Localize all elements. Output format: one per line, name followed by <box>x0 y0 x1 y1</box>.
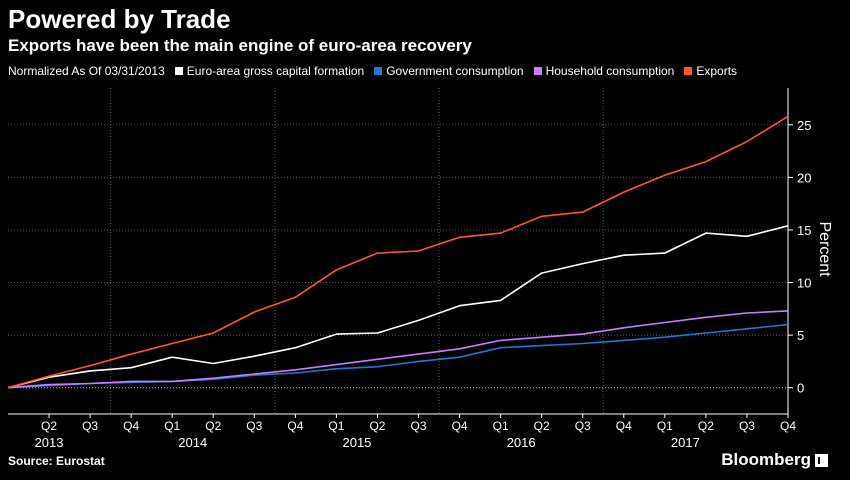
x-quarter-label: Q2 <box>205 419 221 433</box>
x-quarter-label: Q2 <box>369 419 385 433</box>
x-quarter-label: Q2 <box>534 419 550 433</box>
normalization-note: Normalized As Of 03/31/2013 <box>8 64 165 78</box>
legend-item-government-consumption: Government consumption <box>374 64 524 78</box>
x-quarter-label: Q4 <box>780 419 796 433</box>
x-quarter-label: Q3 <box>739 419 755 433</box>
x-quarter-label: Q4 <box>287 419 303 433</box>
legend-item-gross-capital-formation: Euro-area gross capital formation <box>174 64 365 78</box>
legend-item-exports: Exports <box>684 64 737 78</box>
y-tick-label: 0 <box>797 381 804 396</box>
x-year-label: 2014 <box>178 435 207 450</box>
brand-logo: Bloomberg <box>721 450 828 470</box>
bloomberg-terminal-icon <box>815 453 828 467</box>
x-year-label: 2013 <box>35 435 64 450</box>
legend: Normalized As Of 03/31/2013 Euro-area gr… <box>8 64 747 78</box>
x-quarter-label: Q3 <box>411 419 427 433</box>
y-tick-label: 25 <box>797 118 811 133</box>
x-year-label: 2016 <box>507 435 536 450</box>
y-tick-label: 15 <box>797 223 811 238</box>
legend-label: Exports <box>696 64 738 78</box>
x-year-label: 2017 <box>671 435 700 450</box>
series-line-government-consumption <box>7 323 789 389</box>
x-quarter-label: Q4 <box>616 419 632 433</box>
legend-swatch <box>533 67 542 75</box>
series-line-household-consumption <box>7 310 789 389</box>
series-line-euro-area-gross-capital-formation <box>7 225 789 389</box>
brand-name: Bloomberg <box>721 450 811 469</box>
x-year-label: 2015 <box>342 435 371 450</box>
series-line-exports <box>7 115 789 389</box>
y-tick-label: 20 <box>797 170 811 185</box>
legend-label: Household consumption <box>545 64 675 78</box>
x-quarter-label: Q1 <box>493 419 509 433</box>
x-quarter-label: Q4 <box>123 419 139 433</box>
chart-subtitle: Exports have been the main engine of eur… <box>8 36 472 55</box>
x-quarter-label: Q3 <box>82 419 98 433</box>
x-quarter-label: Q4 <box>452 419 468 433</box>
y-axis-title: Percent <box>816 221 833 277</box>
y-tick-label: 10 <box>797 276 811 291</box>
x-quarter-label: Q3 <box>575 419 591 433</box>
x-quarter-label: Q1 <box>164 419 180 433</box>
legend-label: Government consumption <box>386 64 524 78</box>
x-quarter-label: Q1 <box>657 419 673 433</box>
legend-item-household-consumption: Household consumption <box>533 64 675 78</box>
x-quarter-label: Q3 <box>246 419 262 433</box>
x-quarter-label: Q2 <box>698 419 714 433</box>
x-quarter-label: Q1 <box>328 419 344 433</box>
y-tick-label: 5 <box>797 328 804 343</box>
chart-title: Powered by Trade <box>8 4 231 34</box>
legend-swatch <box>174 67 183 75</box>
legend-label: Euro-area gross capital formation <box>186 64 365 78</box>
x-quarter-label: Q2 <box>41 419 57 433</box>
source-note: Source: Eurostat <box>8 454 105 468</box>
legend-swatch <box>684 67 693 75</box>
legend-swatch <box>374 67 383 75</box>
